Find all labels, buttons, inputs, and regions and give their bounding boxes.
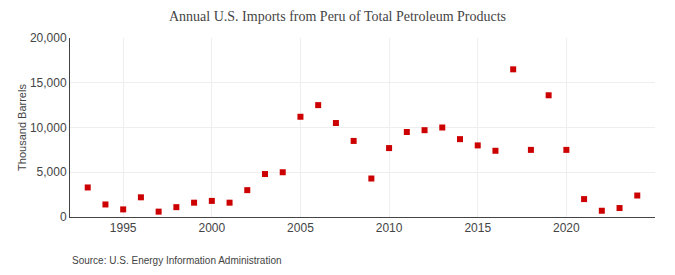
svg-text:2020: 2020: [553, 221, 580, 235]
svg-text:2010: 2010: [376, 221, 403, 235]
svg-text:2000: 2000: [198, 221, 225, 235]
svg-text:Thousand Barrels: Thousand Barrels: [16, 84, 28, 171]
svg-text:1995: 1995: [110, 221, 137, 235]
svg-text:0: 0: [60, 210, 67, 224]
svg-text:10,000: 10,000: [30, 121, 67, 135]
svg-text:2005: 2005: [287, 221, 314, 235]
svg-text:Source: U.S. Energy Informatio: Source: U.S. Energy Information Administ…: [72, 255, 282, 266]
svg-text:Annual U.S. Imports from Peru: Annual U.S. Imports from Peru of Total P…: [169, 9, 506, 24]
svg-text:5,000: 5,000: [37, 165, 67, 179]
svg-text:20,000: 20,000: [30, 31, 67, 45]
svg-text:15,000: 15,000: [30, 76, 67, 90]
svg-text:2015: 2015: [464, 221, 491, 235]
